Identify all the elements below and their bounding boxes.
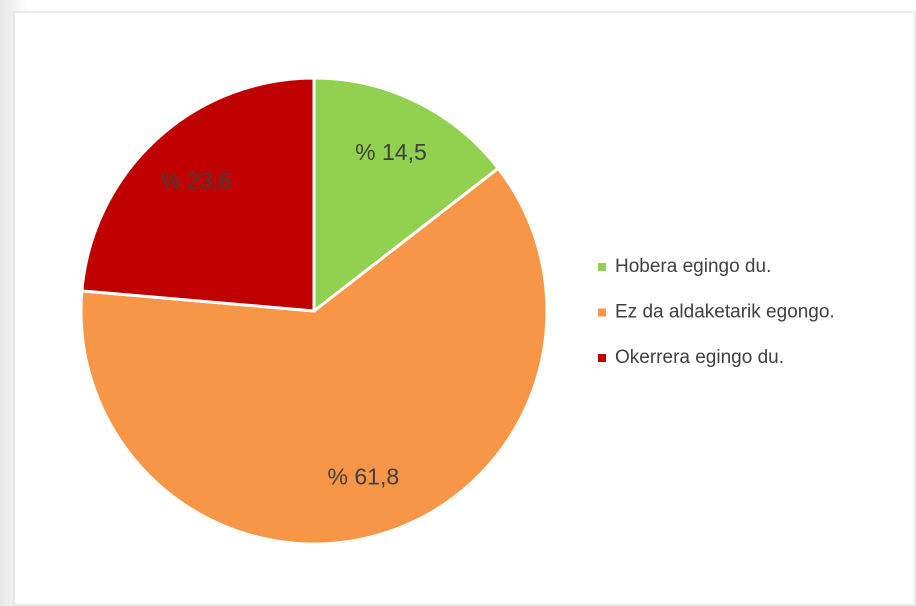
pie-slice xyxy=(312,76,501,315)
legend-swatch xyxy=(598,308,606,317)
legend-swatch xyxy=(598,354,606,362)
legend-label: Ez da aldaketarik egongo. xyxy=(615,302,835,323)
legend-swatch xyxy=(598,263,606,271)
pie-slice xyxy=(80,76,316,313)
legend-label: Hobera egingo du. xyxy=(615,256,771,277)
data-label: % 14,5 xyxy=(355,139,427,165)
pie-slice xyxy=(79,166,549,546)
data-label: % 23,6 xyxy=(160,167,232,193)
data-label: % 61,8 xyxy=(328,464,400,490)
legend: Hobera egingo du. Ez da aldaketarik egong… xyxy=(598,256,835,368)
pie: % 14,5 % 61,8 % 23,6 xyxy=(79,76,549,546)
legend-label: Okerrera egingo du. xyxy=(615,347,784,368)
